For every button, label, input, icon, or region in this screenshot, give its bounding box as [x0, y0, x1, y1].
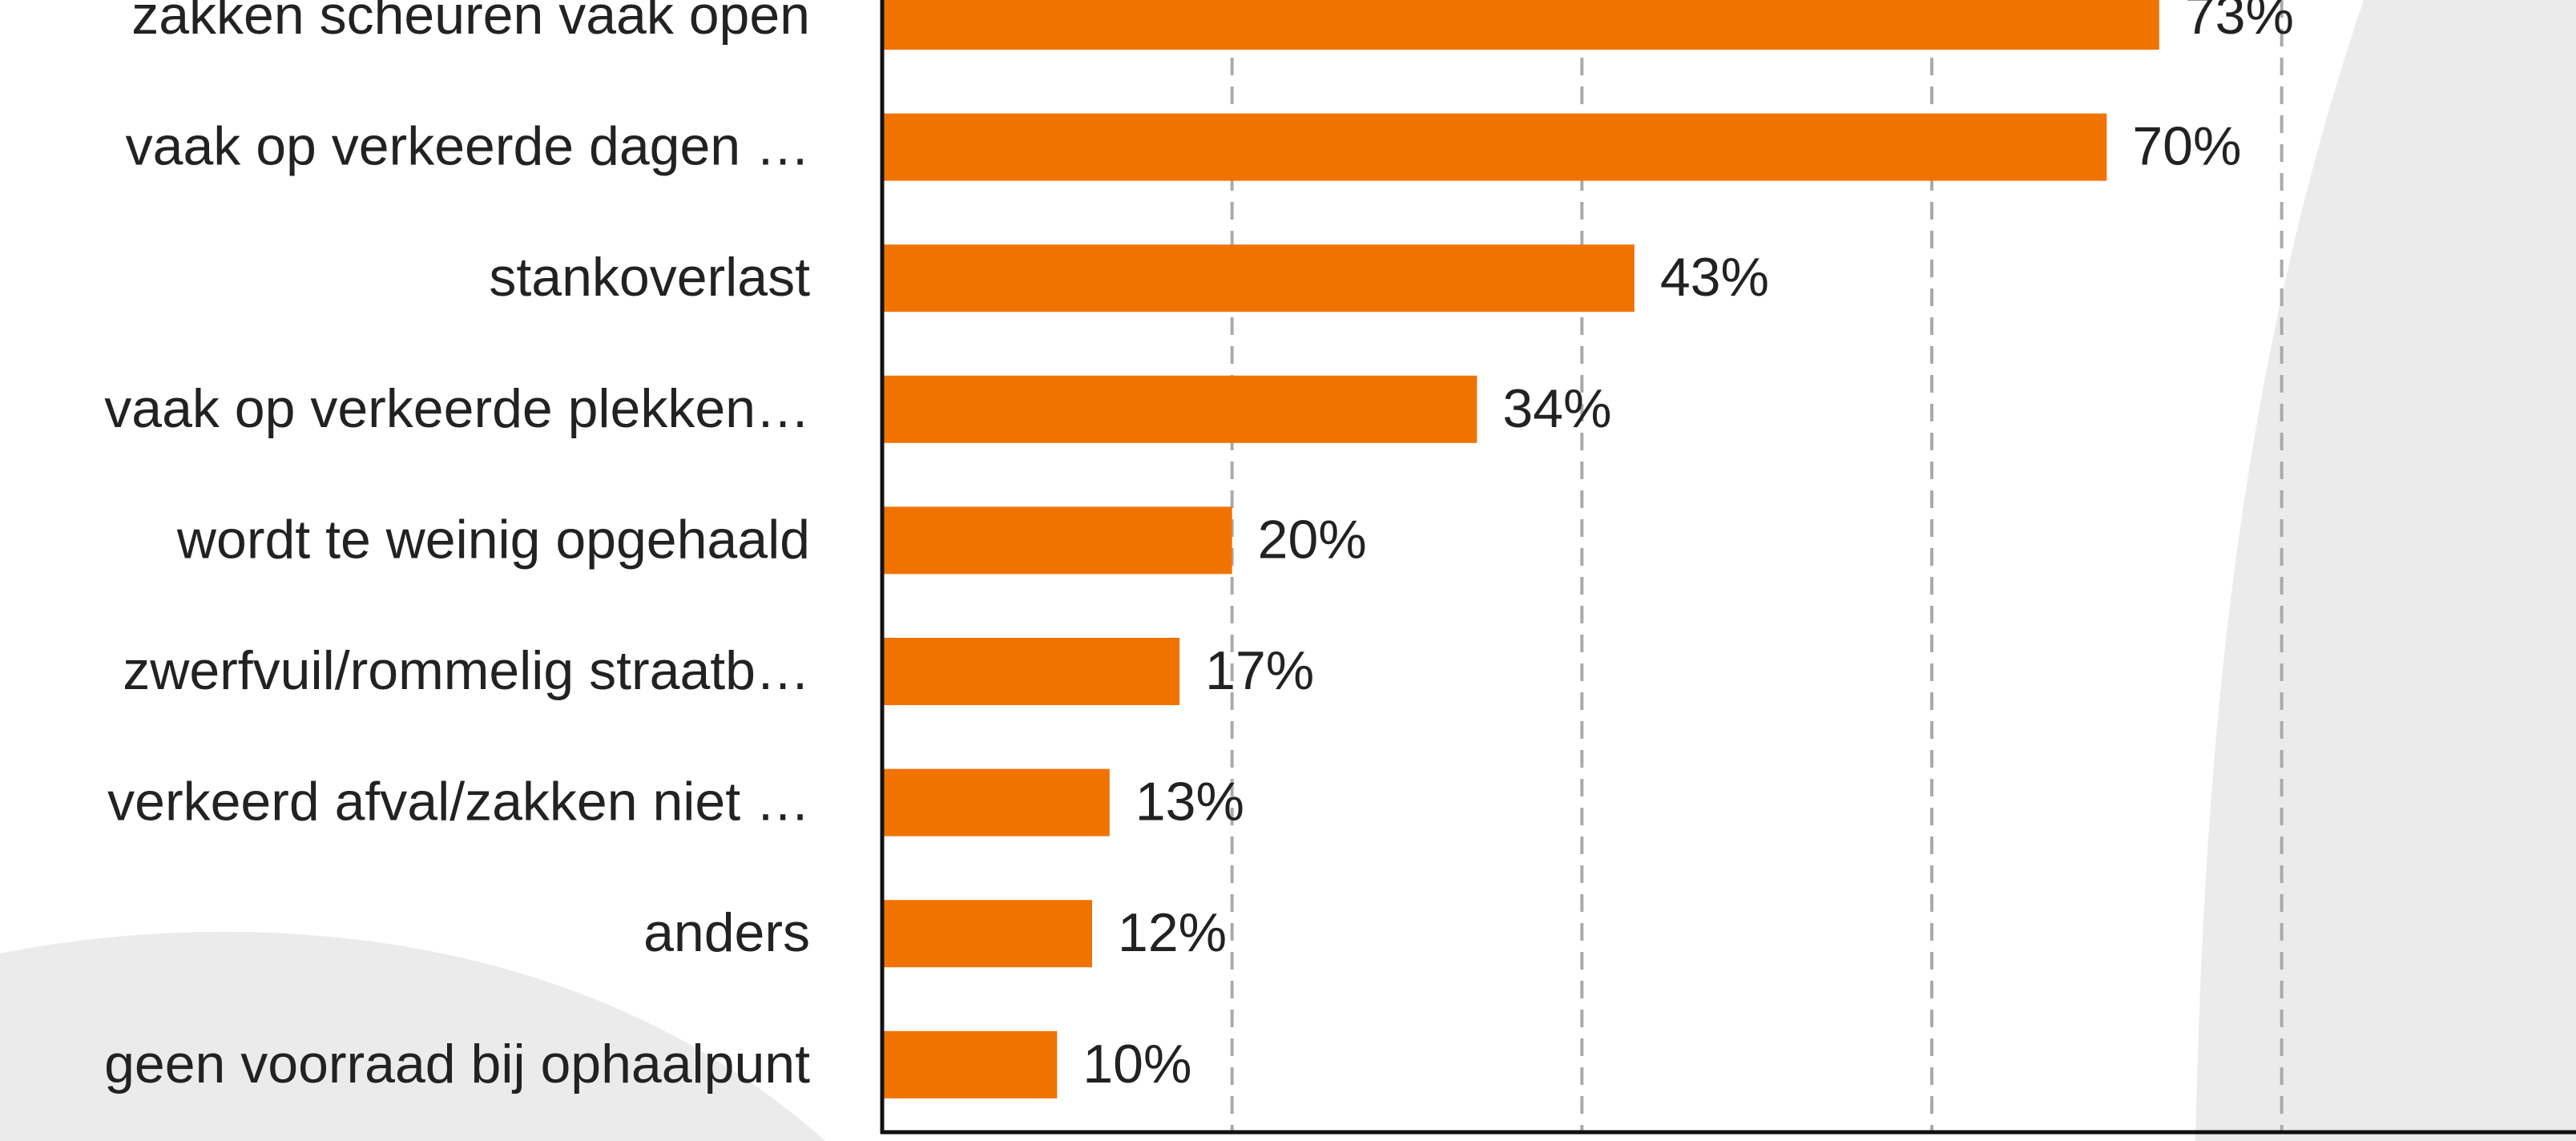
background-shape — [2195, 0, 2576, 1141]
y-tick-label: verkeerd afval/zakken niet … — [107, 772, 810, 833]
bar — [882, 1030, 1058, 1099]
y-tick-label: stankoverlast — [489, 247, 810, 308]
value-label: 17% — [1205, 640, 1314, 701]
background-shape — [0, 931, 825, 1141]
y-tick-label: zwerfvuil/rommelig straatb… — [123, 640, 810, 701]
bar — [882, 900, 1092, 968]
bar — [882, 244, 1635, 312]
y-tick-label: anders — [643, 902, 810, 963]
y-tick-label: geen voorraad bij ophaalpunt — [104, 1034, 810, 1095]
y-tick-label: vaak op verkeerde plekken… — [104, 378, 810, 439]
y-tick-label: zakken scheuren vaak open — [131, 0, 810, 46]
bar — [882, 768, 1110, 837]
bar — [882, 0, 2159, 50]
value-label: 10% — [1082, 1034, 1191, 1095]
bar — [882, 375, 1477, 443]
value-label: 12% — [1118, 902, 1227, 963]
bar — [882, 638, 1180, 705]
value-label: 34% — [1502, 378, 1611, 439]
value-label: 43% — [1660, 247, 1769, 308]
value-label: 73% — [2185, 0, 2294, 46]
bar — [882, 113, 2107, 181]
value-label: 20% — [1258, 509, 1367, 570]
value-label: 13% — [1135, 772, 1244, 833]
value-label: 70% — [2132, 116, 2241, 177]
y-tick-label: wordt te weinig opgehaald — [176, 509, 810, 570]
bar — [882, 506, 1232, 575]
plot: zakken scheuren vaak open 73% vaak op verk… — [104, 0, 2576, 1135]
y-tick-label: vaak op verkeerde dagen … — [126, 116, 810, 177]
